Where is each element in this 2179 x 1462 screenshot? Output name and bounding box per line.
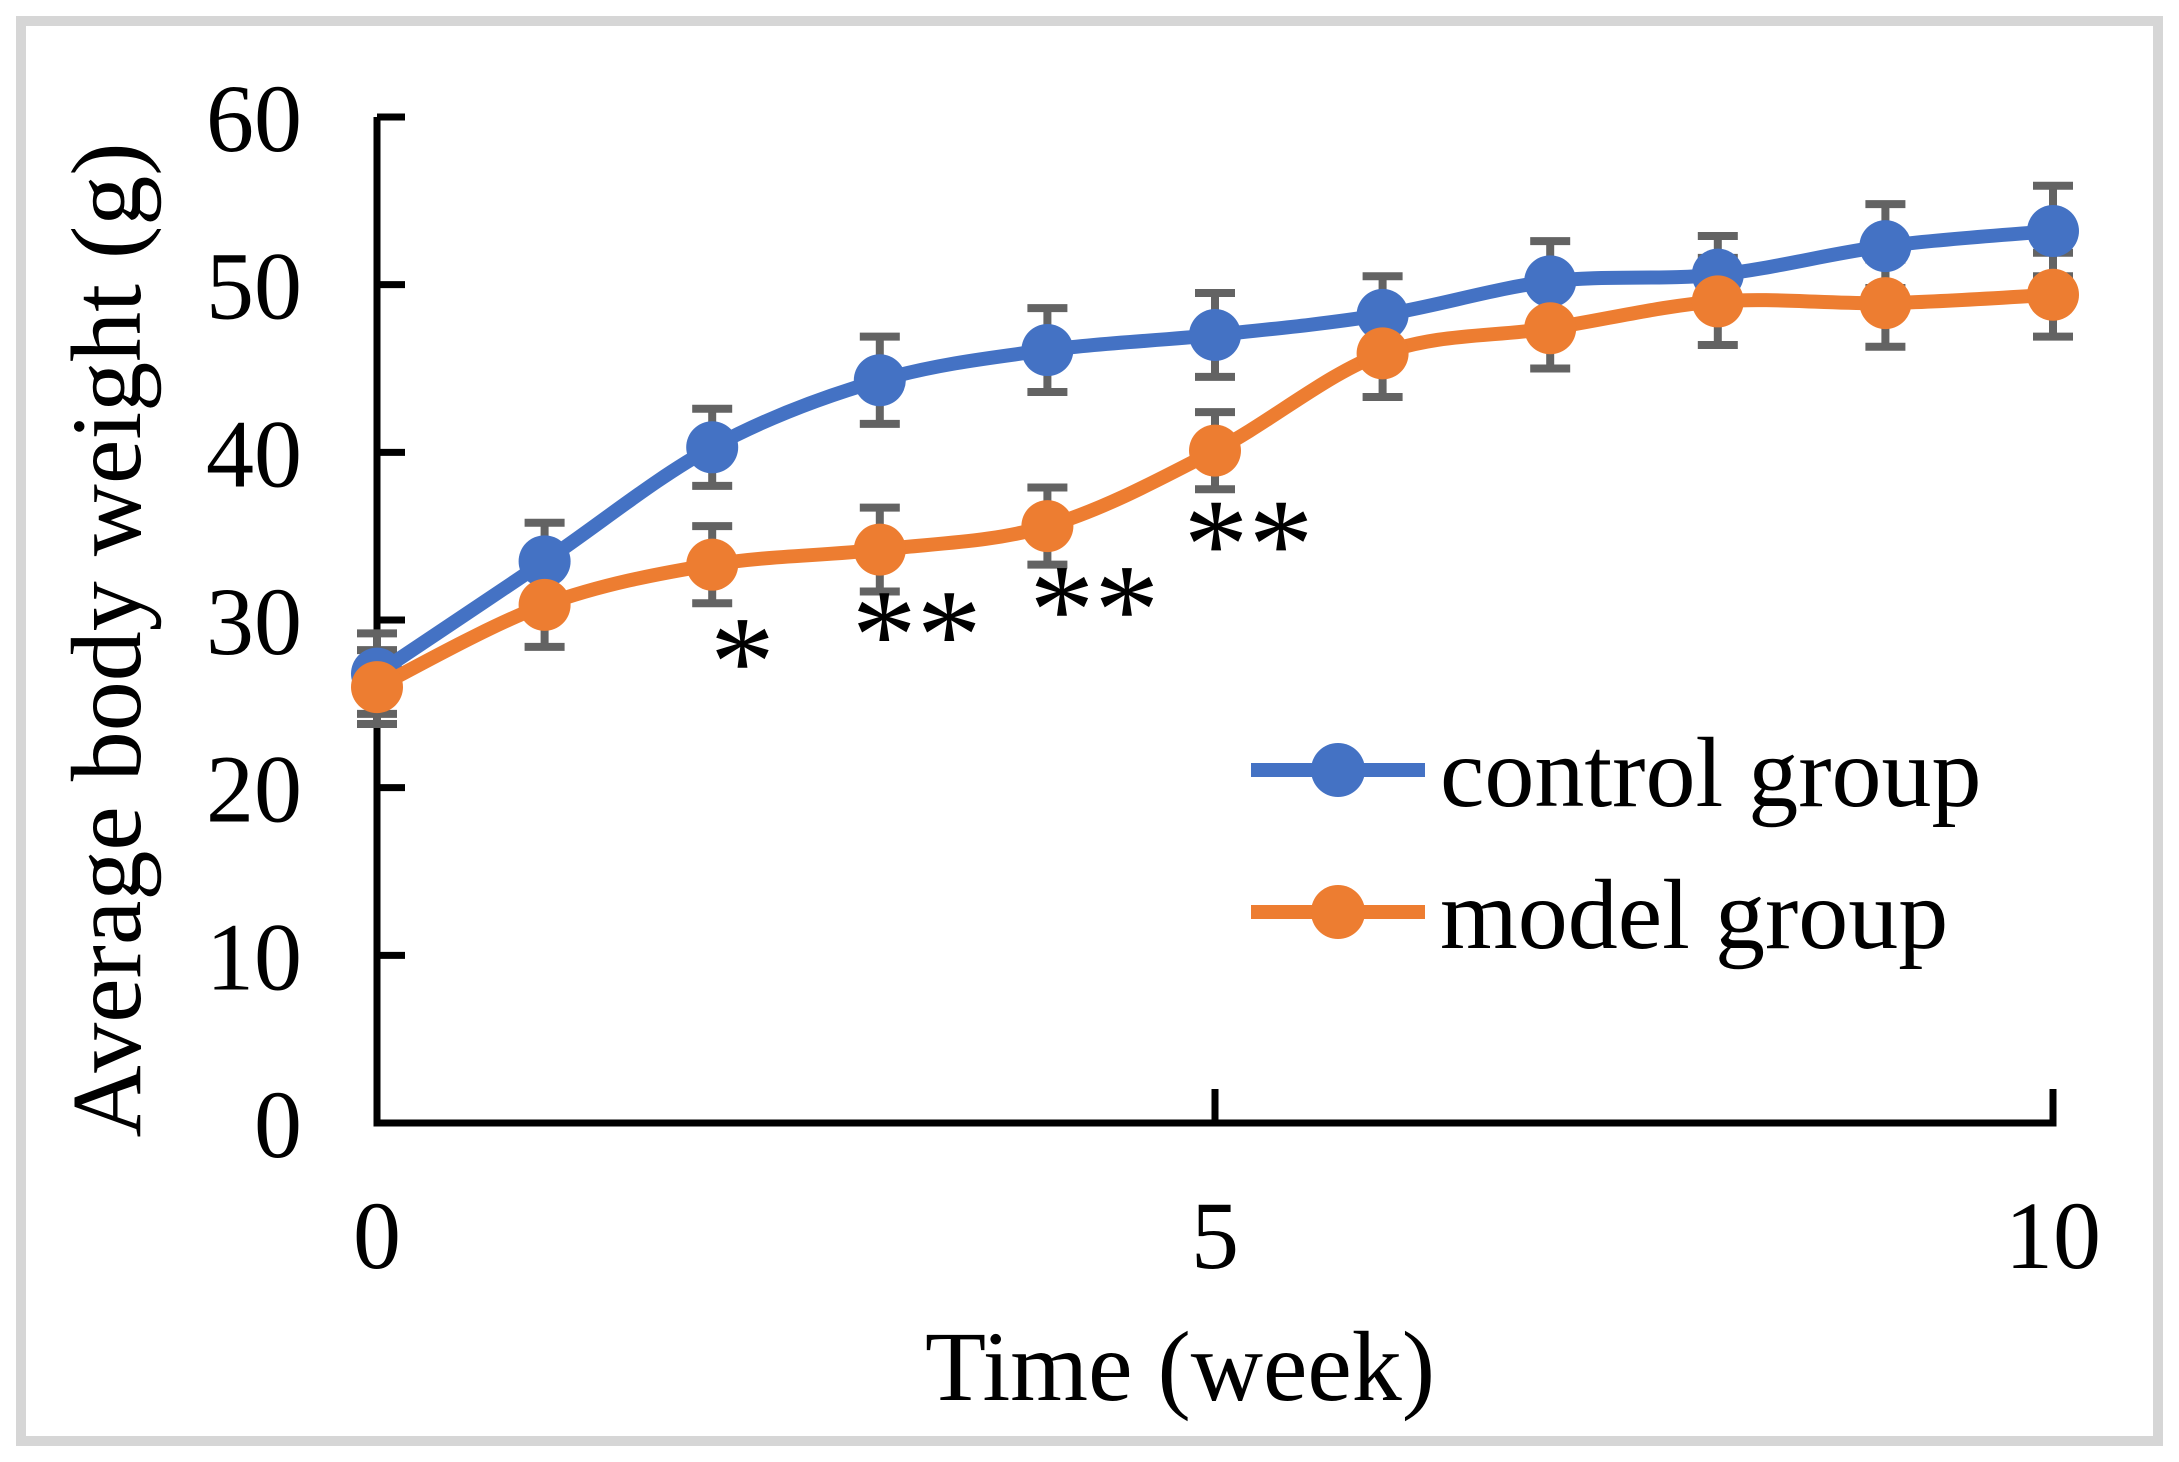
- series-model-group-marker-w5: [1189, 424, 1241, 477]
- y-tick-label-20: 20: [206, 736, 302, 843]
- series-control-group-marker-w4: [1021, 324, 1074, 377]
- legend-item-control-group: control group: [1251, 717, 1982, 828]
- series-model-group-marker-w7: [1524, 302, 1577, 355]
- legend-label-model-group: model group: [1440, 859, 1948, 970]
- annotation-asterisk-2: **: [1029, 538, 1159, 682]
- legend-marker-control-group: [1311, 743, 1365, 797]
- x-tick-label-10: 10: [2005, 1182, 2101, 1289]
- legend-label-control-group: control group: [1440, 717, 1982, 828]
- y-tick-label-10: 10: [206, 903, 302, 1010]
- series-control-group-marker-w5: [1189, 308, 1241, 361]
- y-tick-label-0: 0: [254, 1071, 302, 1178]
- series-model-group-marker-w2: [686, 538, 739, 591]
- series-control-group-marker-w9: [1859, 220, 1912, 273]
- series-model-group-marker-w0: [351, 661, 403, 714]
- series-control-group-marker-w6: [1356, 288, 1409, 341]
- series-control-group-marker-w2: [686, 421, 739, 474]
- annotation-asterisk-1: **: [852, 563, 982, 707]
- series-control-group-marker-w10: [2027, 205, 2079, 258]
- legend-marker-model-group: [1311, 885, 1365, 939]
- x-axis-title: Time (week): [925, 1311, 1435, 1422]
- series-model-group-marker-w10: [2027, 268, 2079, 321]
- x-tick-label-0: 0: [353, 1182, 401, 1289]
- series-model-group-marker-w1: [518, 578, 571, 631]
- x-tick-label-5: 5: [1191, 1182, 1239, 1289]
- series-model-group-marker-w9: [1859, 277, 1912, 330]
- y-tick-label-60: 60: [206, 65, 302, 172]
- y-tick-label-40: 40: [206, 400, 302, 507]
- series-model-group-marker-w4: [1021, 500, 1074, 553]
- series-control-group-marker-w7: [1524, 255, 1577, 308]
- series-control-group-marker-w3: [853, 354, 906, 407]
- series-model-group-marker-w3: [853, 523, 906, 576]
- annotation-asterisk-3: **: [1184, 473, 1314, 617]
- series-model-group-marker-w6: [1356, 327, 1409, 380]
- y-tick-label-50: 50: [206, 233, 302, 340]
- series-model-group-marker-w8: [1691, 275, 1744, 328]
- legend-item-model-group: model group: [1251, 859, 1948, 970]
- y-axis-title: Average body weight (g): [51, 142, 162, 1137]
- annotation-asterisk-0: *: [710, 590, 775, 734]
- y-tick-label-30: 30: [206, 568, 302, 675]
- series-control-group-marker-w1: [518, 535, 571, 588]
